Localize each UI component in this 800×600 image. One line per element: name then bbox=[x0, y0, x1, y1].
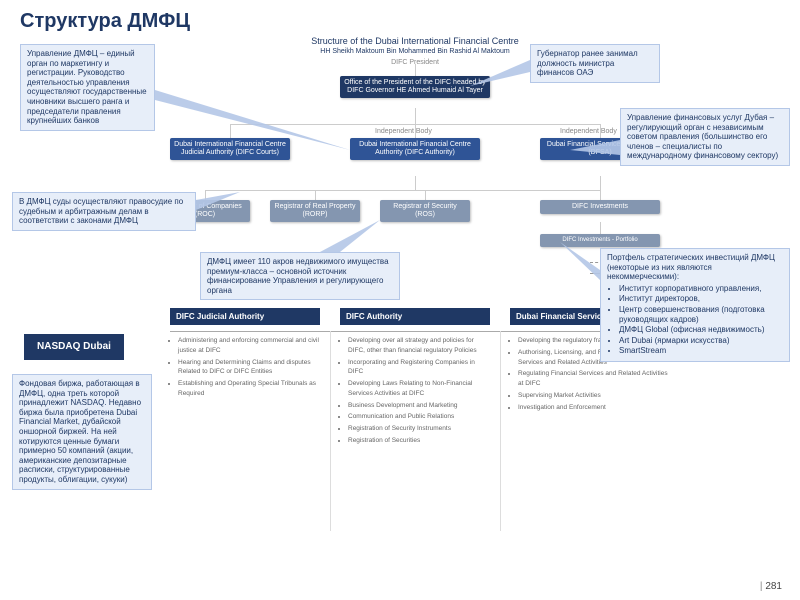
list-item: Институт директоров, bbox=[619, 294, 783, 304]
connector bbox=[205, 190, 600, 191]
callout-portfolio-title: Портфель стратегических инвестиций ДМФЦ … bbox=[607, 253, 775, 281]
list-item: Supervising Market Activities bbox=[518, 391, 670, 401]
callout-nasdaq: Фондовая биржа, работающая в ДМФЦ, одна … bbox=[12, 374, 152, 490]
list-item: SmartStream bbox=[619, 346, 783, 356]
box-rorp: Registrar of Real Property (RORP) bbox=[270, 200, 360, 222]
box-portfolio: DIFC Investments - Portfolio bbox=[540, 234, 660, 247]
page-number: 281 bbox=[760, 581, 782, 592]
list-item: ДМФЦ Global (офисная недвижимость) bbox=[619, 325, 783, 335]
label-independent-2: Independent Body bbox=[560, 128, 617, 135]
label-independent-1: Independent Body bbox=[375, 128, 432, 135]
connector bbox=[600, 176, 601, 200]
col2-list: Developing over all strategy and policie… bbox=[340, 336, 490, 448]
list-item: Art Dubai (ярмарки искусства) bbox=[619, 336, 783, 346]
list-item: Communication and Public Relations bbox=[348, 412, 490, 422]
callout-dfsa: Управление финансовых услуг Дубая – регу… bbox=[620, 108, 790, 166]
list-item: Regulating Financial Services and Relate… bbox=[518, 369, 670, 389]
list-item: Институт корпоративного управления, bbox=[619, 284, 783, 294]
box-president-office: Office of the President of the DIFC head… bbox=[340, 76, 490, 98]
list-item: Developing Laws Relating to Non-Financia… bbox=[348, 379, 490, 399]
list-item: Investigation and Enforcement bbox=[518, 403, 670, 413]
col2-header: DIFC Authority bbox=[340, 308, 490, 325]
list-item: Hearing and Determining Claims and dispu… bbox=[178, 358, 320, 378]
callout-realestate: ДМФЦ имеет 110 акров недвижимого имущест… bbox=[200, 252, 400, 300]
list-item: Administering and enforcing commercial a… bbox=[178, 336, 320, 356]
box-authority: Dubai International Financial Centre Aut… bbox=[350, 138, 480, 160]
callout-courts: В ДМФЦ суды осуществляют правосудие по с… bbox=[12, 192, 196, 231]
list-item: Центр совершенствования (подготовка руко… bbox=[619, 305, 783, 324]
table-rule bbox=[170, 331, 670, 332]
list-item: Business Development and Marketing bbox=[348, 401, 490, 411]
connector bbox=[415, 64, 416, 76]
callout-portfolio: Портфель стратегических инвестиций ДМФЦ … bbox=[600, 248, 790, 362]
connector bbox=[205, 190, 206, 200]
list-item: Registration of Security Instruments bbox=[348, 424, 490, 434]
col1-list: Administering and enforcing commercial a… bbox=[170, 336, 320, 401]
connector bbox=[415, 176, 416, 190]
callout-governor: Губернатор ранее занимал должность минис… bbox=[530, 44, 660, 83]
col1-header: DIFC Judicial Authority bbox=[170, 308, 320, 325]
list-item: Establishing and Operating Special Tribu… bbox=[178, 379, 320, 399]
box-ros: Registrar of Security (ROS) bbox=[380, 200, 470, 222]
connector bbox=[315, 190, 316, 200]
list-item: Registration of Securities bbox=[348, 436, 490, 446]
callout-portfolio-list: Институт корпоративного управления,Инсти… bbox=[619, 284, 783, 356]
box-investments: DIFC Investments bbox=[540, 200, 660, 214]
connector bbox=[415, 108, 416, 124]
list-item: Developing over all strategy and policie… bbox=[348, 336, 490, 356]
nasdaq-badge: NASDAQ Dubai bbox=[24, 334, 124, 360]
connector bbox=[230, 124, 231, 138]
table-div bbox=[330, 331, 331, 531]
connector bbox=[425, 190, 426, 200]
callout-authority: Управление ДМФЦ – единый орган по маркет… bbox=[20, 44, 155, 131]
slide-title: Структура ДМФЦ bbox=[20, 10, 190, 33]
table-div bbox=[500, 331, 501, 531]
list-item: Incorporating and Registering Companies … bbox=[348, 358, 490, 378]
box-courts: Dubai International Financial Centre Jud… bbox=[170, 138, 290, 160]
connector bbox=[600, 222, 601, 234]
